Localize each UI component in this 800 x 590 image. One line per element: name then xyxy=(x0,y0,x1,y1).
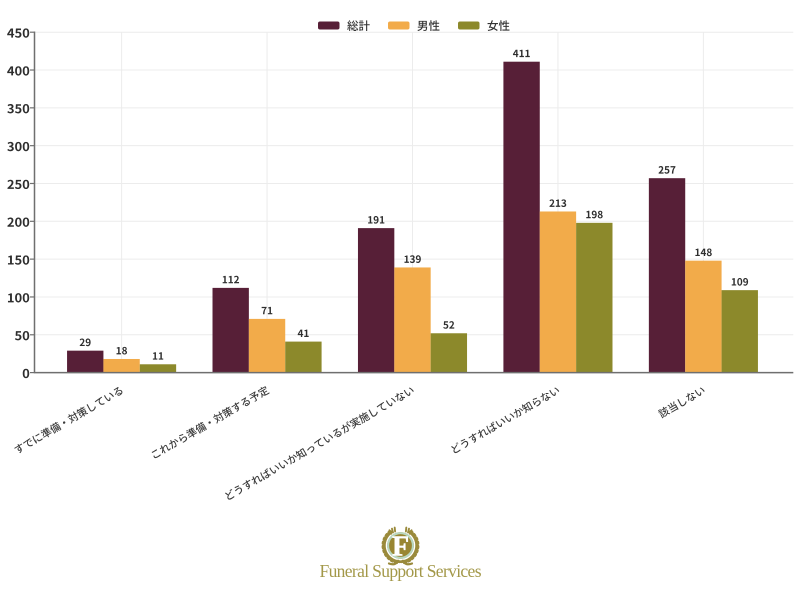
svg-text:Funeral Support Services: Funeral Support Services xyxy=(320,561,482,581)
svg-text:F: F xyxy=(392,532,409,563)
